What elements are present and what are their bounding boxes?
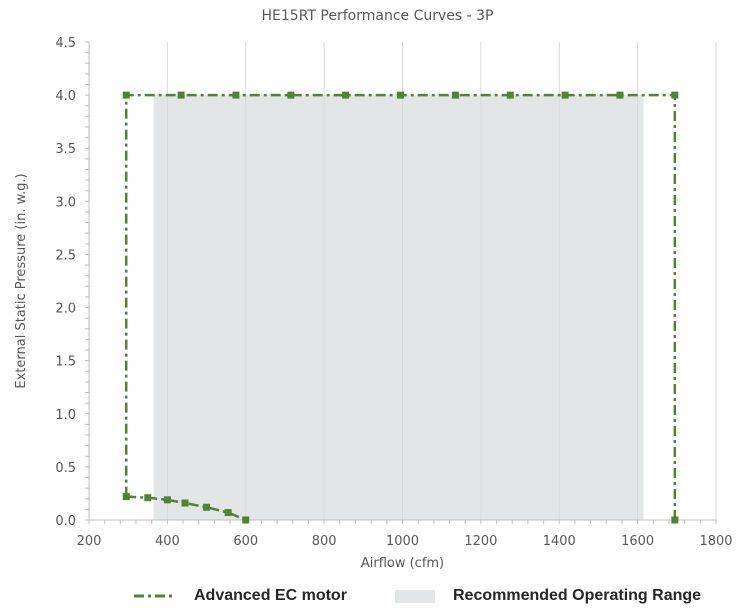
data-point-marker (144, 494, 152, 502)
x-tick-label: 1000 (386, 534, 419, 549)
x-tick-label: 1800 (699, 534, 732, 549)
x-tick-label: 1600 (621, 534, 654, 549)
legend-label-ec-motor: Advanced EC motor (194, 587, 347, 604)
y-tick-label: 1.5 (55, 355, 76, 370)
data-point-marker (122, 91, 130, 99)
legend-label-operating-range: Recommended Operating Range (453, 587, 702, 604)
x-tick-label: 600 (233, 534, 258, 549)
x-tick-label: 1200 (464, 534, 497, 549)
data-point-marker (203, 503, 211, 511)
x-tick-label: 400 (155, 534, 180, 549)
y-tick-label: 2.5 (55, 248, 76, 263)
y-axis-title: External Static Pressure (in. w.g.) (14, 173, 29, 388)
data-point-marker (342, 91, 350, 99)
y-tick-label: 2.0 (55, 302, 76, 317)
data-point-marker (506, 91, 514, 99)
y-tick-label: 1.0 (55, 408, 76, 423)
legend-item-operating-range: Recommended Operating Range (395, 585, 701, 607)
y-tick-label: 4.0 (55, 89, 76, 104)
data-point-marker (224, 509, 232, 517)
y-tick-label: 3.5 (55, 142, 76, 157)
legend-area-swatch (395, 589, 435, 603)
x-axis-title: Airflow (cfm) (361, 556, 444, 571)
data-point-marker (232, 91, 240, 99)
data-point-marker (181, 499, 189, 507)
x-tick-label: 200 (77, 534, 102, 549)
y-tick-label: 4.5 (55, 36, 76, 51)
legend-line-swatch (134, 594, 174, 598)
data-point-marker (122, 493, 130, 501)
y-tick-label: 0.0 (55, 514, 76, 529)
y-tick-label: 3.0 (55, 195, 76, 210)
data-point-marker (287, 91, 295, 99)
data-point-marker (671, 91, 679, 99)
data-point-marker (451, 91, 459, 99)
data-point-marker (616, 91, 624, 99)
data-point-marker (177, 91, 185, 99)
chart-title: HE15RT Performance Curves - 3P (261, 8, 494, 24)
legend-item-ec-motor: Advanced EC motor (132, 585, 347, 607)
data-point-marker (242, 516, 250, 524)
operating-range-area (153, 95, 644, 520)
y-tick-label: 0.5 (55, 461, 76, 476)
data-point-marker (561, 91, 569, 99)
x-tick-label: 800 (312, 534, 337, 549)
data-point-marker (163, 496, 171, 504)
x-tick-label: 1400 (543, 534, 576, 549)
data-point-marker (671, 516, 679, 524)
data-point-marker (397, 91, 405, 99)
